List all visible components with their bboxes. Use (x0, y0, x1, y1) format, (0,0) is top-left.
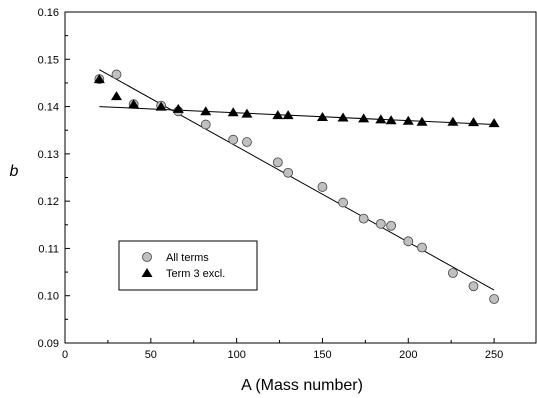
point-term3-excl (272, 110, 284, 120)
x-tick-label: 200 (399, 349, 417, 361)
y-tick-label: 0.09 (38, 338, 59, 350)
point-all-terms (228, 134, 239, 145)
point-term3-excl (316, 111, 328, 121)
point-all-terms (272, 157, 283, 168)
point-term3-excl (358, 113, 370, 123)
y-tick-label: 0.13 (38, 149, 59, 161)
point-term3-excl (337, 112, 349, 122)
x-tick-label: 50 (145, 349, 157, 361)
point-all-terms (338, 197, 348, 208)
point-term3-excl (375, 114, 387, 124)
point-term3-excl (467, 117, 479, 127)
data-points (93, 69, 500, 304)
y-tick-label: 0.10 (38, 291, 59, 303)
x-tick-label: 0 (62, 349, 68, 361)
point-all-terms (111, 69, 122, 80)
point-term3-excl (385, 115, 397, 125)
point-all-terms (358, 213, 369, 224)
point-term3-excl (416, 116, 428, 126)
point-all-terms (386, 220, 397, 231)
legend-box (118, 240, 258, 291)
point-all-terms (242, 137, 252, 147)
y-tick-label: 0.15 (38, 54, 59, 66)
point-term3-excl (447, 116, 459, 126)
point-term3-excl (227, 107, 239, 117)
legend: All terms Term 3 excl. (118, 240, 258, 291)
x-tick-label: 150 (313, 349, 331, 361)
axes: 0 50 100 150 200 250 0.09 0.10 0.11 0.12 0.13 0.14 0… (38, 7, 537, 361)
legend-marker-all-terms (142, 252, 152, 262)
x-tick-label: 250 (485, 349, 503, 361)
point-term3-excl (155, 101, 167, 111)
x-tick-label: 100 (227, 349, 245, 361)
point-all-terms (200, 119, 211, 130)
y-tick-label: 0.16 (38, 7, 59, 19)
point-all-terms (447, 268, 458, 278)
point-term3-excl (128, 99, 140, 109)
point-all-terms (417, 242, 427, 253)
y-tick-label: 0.11 (38, 243, 59, 255)
point-term3-excl (172, 103, 184, 113)
point-all-terms (489, 294, 499, 304)
point-term3-excl (488, 118, 500, 128)
y-tick-label: 0.14 (38, 102, 59, 114)
point-term3-excl (93, 74, 105, 84)
point-all-terms (468, 281, 479, 292)
y-tick-label: 0.12 (38, 196, 59, 208)
point-term3-excl (282, 110, 294, 120)
x-axis-title: A (Mass number) (241, 377, 363, 394)
legend-marker-term3-excl (141, 268, 153, 277)
legend-label-all-terms: All terms (166, 252, 209, 264)
point-all-terms (317, 182, 328, 192)
point-term3-excl (241, 108, 253, 118)
y-axis-title: b (10, 163, 19, 180)
point-term3-excl (402, 115, 414, 125)
point-all-terms (403, 236, 414, 247)
point-all-terms (375, 218, 386, 229)
point-all-terms (283, 167, 294, 178)
legend-label-term3-excl: Term 3 excl. (166, 268, 225, 280)
point-term3-excl (110, 91, 122, 101)
point-term3-excl (200, 106, 212, 116)
plot-frame (64, 11, 537, 344)
